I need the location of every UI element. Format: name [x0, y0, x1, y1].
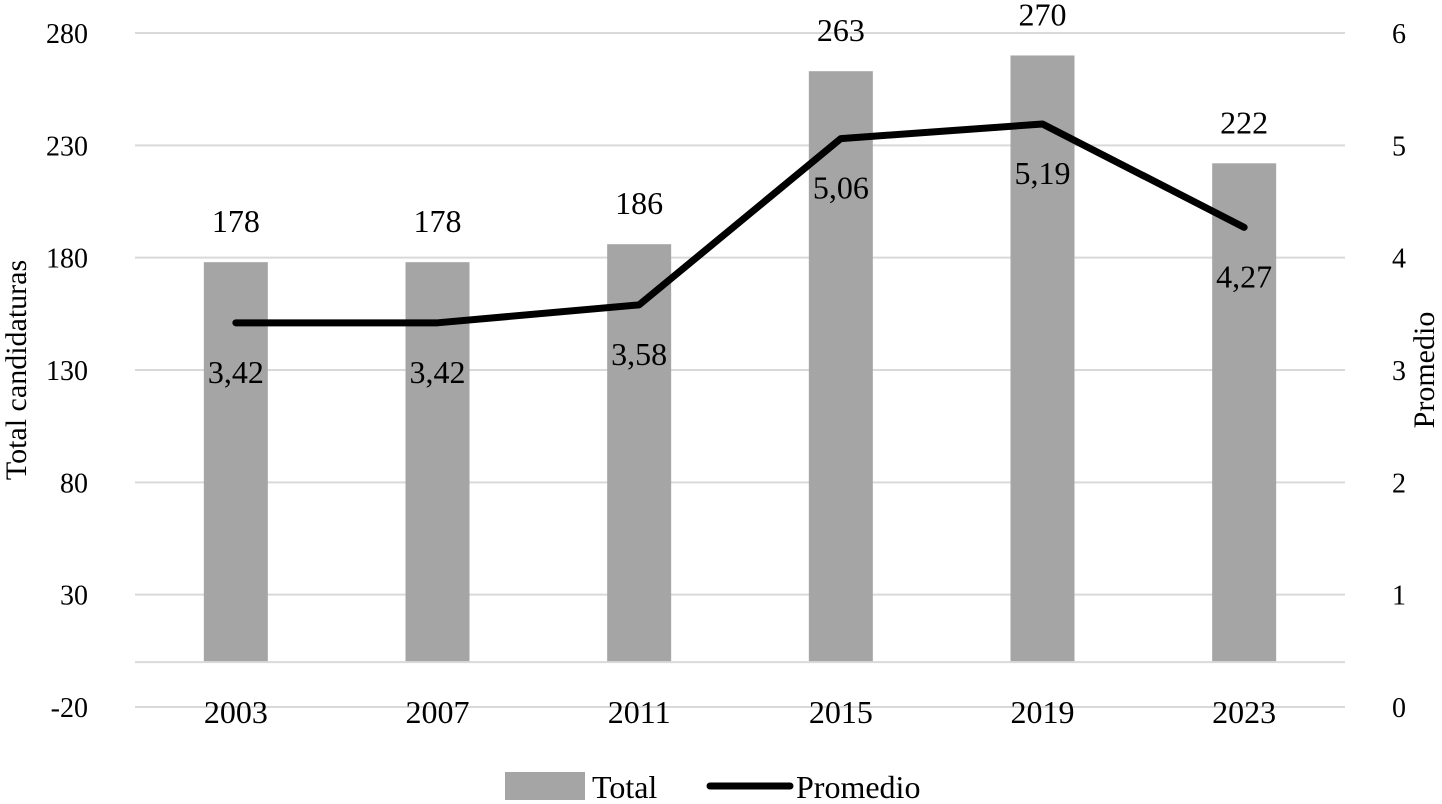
line-value-label: 5,19: [1015, 155, 1071, 191]
line-value-label: 3,42: [208, 354, 264, 390]
y2-tick-label: 1: [1392, 581, 1406, 612]
axes: -20 30 80 130 180 230 280 0 1 2 3 4 5 6 2003 2007 2011 20…: [46, 19, 1406, 730]
y2-tick-label: 3: [1392, 356, 1406, 387]
x-tick-label: 2003: [204, 694, 268, 730]
legend: Total Promedio: [505, 769, 920, 804]
y2-tick-label: 5: [1392, 131, 1406, 162]
bar-2023: [1212, 163, 1277, 663]
bar-value-label: 270: [1019, 0, 1067, 32]
bar-2007: [405, 262, 470, 663]
bar-value-label: 222: [1220, 104, 1268, 140]
line-value-label: 4,27: [1216, 258, 1272, 294]
y-axis-title: Total candidaturas: [0, 260, 33, 480]
bar-value-label: 186: [615, 185, 663, 221]
y-tick-label: -20: [51, 693, 88, 724]
promedio-polyline: [232, 120, 1248, 327]
y2-axis-title: Promedio: [1408, 312, 1441, 429]
y-tick-label: 230: [46, 131, 88, 162]
bar-2019: [1010, 55, 1075, 663]
bar-value-label: 263: [817, 12, 865, 48]
y2-tick-label: 0: [1392, 693, 1406, 724]
x-tick-label: 2019: [1011, 694, 1075, 730]
line-value-label: 5,06: [813, 170, 869, 206]
x-tick-label: 2023: [1212, 694, 1276, 730]
y-tick-label: 180: [46, 244, 88, 275]
bars: [203, 55, 1277, 663]
legend-total-label: Total: [592, 769, 657, 804]
y-tick-label: 80: [60, 468, 88, 499]
bar-value-label: 178: [212, 203, 260, 239]
y-tick-label: 30: [60, 581, 88, 612]
y2-tick-label: 6: [1392, 19, 1406, 50]
y-tick-label: 130: [46, 356, 88, 387]
legend-total-swatch: [505, 772, 585, 800]
x-tick-label: 2015: [809, 694, 873, 730]
y-tick-label: 280: [46, 19, 88, 50]
bar-2003: [203, 262, 268, 663]
x-tick-label: 2011: [608, 694, 671, 730]
data-labels: 178 178 186 263 270 222 3,42 3,42 3,58 5,06 5,19 4,…: [208, 0, 1272, 390]
bar-2015: [808, 71, 873, 663]
x-tick-label: 2007: [406, 694, 470, 730]
legend-promedio-label: Promedio: [796, 769, 920, 804]
bar-2011: [607, 244, 672, 663]
line-value-label: 3,42: [410, 354, 466, 390]
y2-tick-label: 4: [1392, 244, 1406, 275]
bar-value-label: 178: [414, 203, 462, 239]
gridlines: [135, 32, 1345, 708]
y2-tick-label: 2: [1392, 468, 1406, 499]
promedio-line: [232, 120, 1248, 327]
line-value-label: 3,58: [611, 336, 667, 372]
